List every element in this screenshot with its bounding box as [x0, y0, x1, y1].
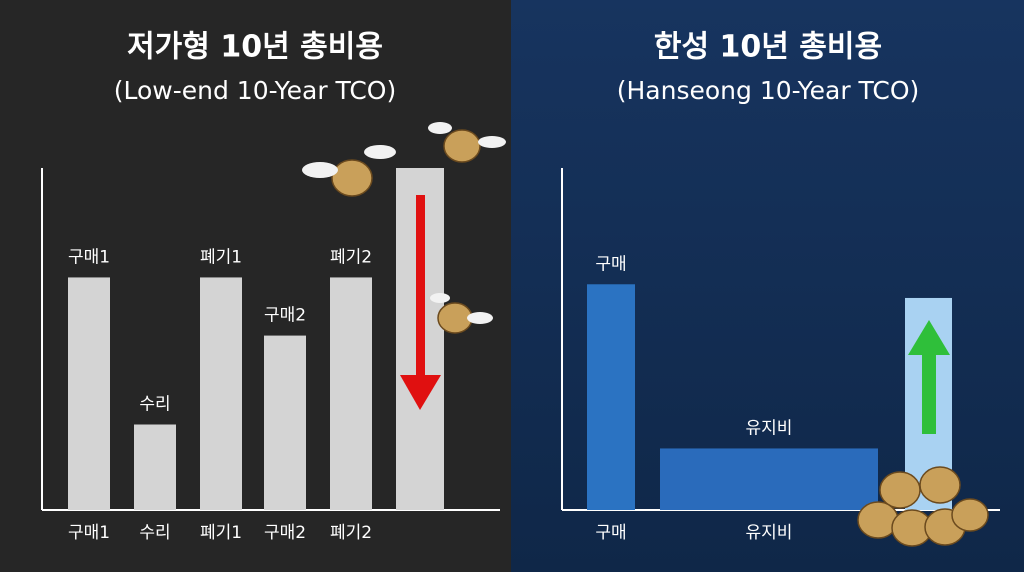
x-tick-label: 구매 — [595, 523, 626, 543]
bar — [68, 277, 110, 510]
chart-title: 한성 10년 총비용 — [654, 30, 882, 65]
bar — [330, 277, 372, 510]
bar-label: 폐기1 — [200, 247, 242, 267]
bar-label: 수리 — [139, 395, 170, 415]
x-tick-label: 폐기2 — [330, 523, 372, 543]
bar — [264, 335, 306, 510]
x-tick-label: 수리 — [139, 523, 170, 543]
chart-subtitle: (Low-end 10-Year TCO) — [114, 76, 396, 105]
chart-subtitle: (Hanseong 10-Year TCO) — [617, 76, 920, 105]
bar — [587, 284, 635, 510]
bar — [660, 448, 878, 510]
bar-label: 폐기2 — [330, 247, 372, 267]
bar-label: 구매2 — [264, 306, 306, 326]
chart-title: 저가형 10년 총비용 — [127, 30, 383, 65]
bar-label: 유지비 — [746, 418, 793, 438]
x-tick-label: 구매2 — [264, 523, 306, 543]
bar-label: 구매 — [595, 254, 626, 274]
decor — [302, 122, 989, 547]
bar-label: 구매1 — [68, 247, 110, 267]
bar — [134, 424, 176, 510]
x-tick-label: 폐기1 — [200, 523, 242, 543]
x-tick-label: 유지비 — [746, 523, 793, 543]
bar — [200, 277, 242, 510]
x-tick-label: 구매1 — [68, 523, 110, 543]
